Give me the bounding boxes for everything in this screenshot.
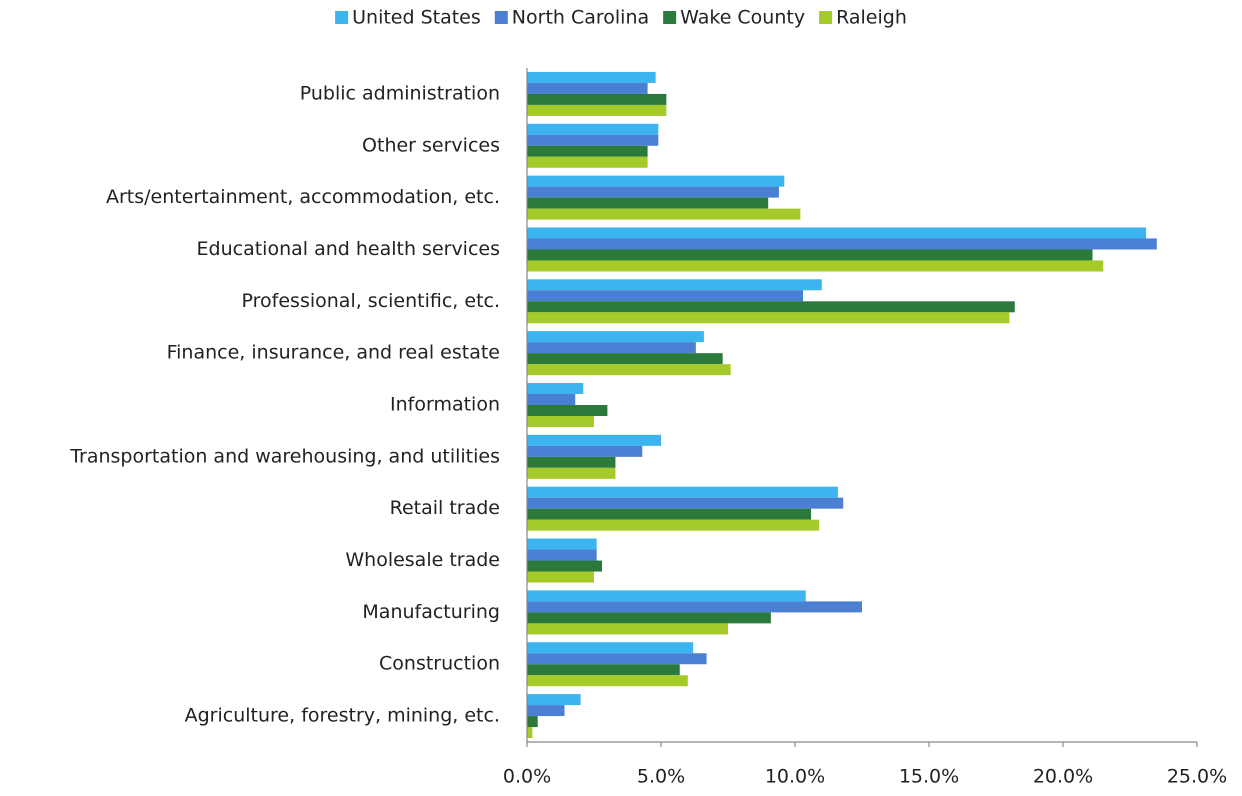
bar bbox=[527, 175, 785, 187]
bar bbox=[527, 123, 659, 135]
x-tick-label: 25.0% bbox=[1167, 766, 1227, 788]
bar bbox=[527, 290, 804, 302]
bar bbox=[527, 197, 769, 209]
bar bbox=[527, 227, 1147, 239]
bar bbox=[527, 145, 648, 157]
bar bbox=[527, 312, 1010, 324]
bar bbox=[527, 560, 603, 572]
bar bbox=[527, 705, 565, 717]
bar bbox=[527, 353, 723, 365]
bar bbox=[527, 260, 1104, 272]
bar bbox=[527, 134, 659, 146]
x-tick-label: 10.0% bbox=[765, 766, 825, 788]
bar bbox=[527, 716, 538, 728]
bar bbox=[527, 301, 1015, 313]
y-tick-label: Other services bbox=[362, 134, 500, 156]
bar bbox=[527, 156, 648, 168]
legend-swatch bbox=[494, 11, 508, 24]
bar bbox=[527, 71, 656, 83]
legend-label: Raleigh bbox=[836, 7, 907, 29]
bar bbox=[527, 445, 643, 457]
y-tick-label: Professional, scientific, etc. bbox=[242, 290, 500, 312]
y-tick-label: Agriculture, forestry, mining, etc. bbox=[185, 705, 500, 727]
bar bbox=[527, 342, 696, 354]
bar bbox=[527, 364, 731, 376]
legend-label: Wake County bbox=[680, 7, 805, 29]
legend-label: United States bbox=[352, 7, 481, 29]
bar bbox=[527, 653, 707, 665]
bar bbox=[527, 416, 594, 427]
bar bbox=[527, 571, 594, 583]
legend-swatch bbox=[335, 11, 349, 24]
bar bbox=[527, 405, 608, 416]
y-tick-label: Educational and health services bbox=[197, 238, 500, 260]
bar bbox=[527, 434, 661, 446]
bar bbox=[527, 383, 584, 394]
y-tick-label: Construction bbox=[379, 653, 500, 675]
bar bbox=[527, 519, 820, 531]
y-tick-label: Transportation and warehousing, and util… bbox=[69, 445, 500, 467]
bar bbox=[527, 497, 844, 509]
x-tick-label: 20.0% bbox=[1033, 766, 1093, 788]
bar bbox=[527, 727, 533, 739]
bar bbox=[527, 93, 667, 105]
bar bbox=[527, 623, 728, 635]
legend-label: North Carolina bbox=[512, 7, 649, 29]
bar bbox=[527, 467, 616, 479]
bar bbox=[527, 82, 648, 94]
bar bbox=[527, 279, 822, 291]
bar bbox=[527, 238, 1157, 250]
y-tick-label: Retail trade bbox=[390, 497, 500, 519]
bar bbox=[527, 612, 771, 624]
bar bbox=[527, 538, 597, 550]
legend-swatch bbox=[819, 11, 833, 24]
bar bbox=[527, 249, 1093, 261]
y-tick-label: Wholesale trade bbox=[345, 549, 500, 571]
bar bbox=[527, 601, 862, 613]
bar bbox=[527, 590, 806, 602]
bar bbox=[527, 394, 576, 405]
bar bbox=[527, 664, 680, 676]
bar bbox=[527, 186, 779, 198]
legend-swatch bbox=[663, 11, 677, 24]
x-tick-label: 5.0% bbox=[637, 766, 685, 788]
bar bbox=[527, 456, 616, 468]
y-tick-label: Manufacturing bbox=[362, 601, 500, 623]
bar bbox=[527, 549, 597, 561]
bar bbox=[527, 642, 694, 654]
bar bbox=[527, 104, 667, 116]
bar bbox=[527, 331, 704, 343]
bar bbox=[527, 486, 838, 498]
x-tick-label: 0.0% bbox=[503, 766, 551, 788]
bar bbox=[527, 508, 812, 520]
bar bbox=[527, 694, 581, 706]
bar bbox=[527, 675, 688, 687]
y-tick-label: Information bbox=[390, 394, 500, 416]
legend: United States North Carolina Wake County Ra… bbox=[335, 7, 907, 29]
y-tick-label: Public administration bbox=[300, 82, 500, 104]
y-tick-label: Finance, insurance, and real estate bbox=[167, 342, 500, 364]
bar bbox=[527, 208, 801, 220]
y-tick-label: Arts/entertainment, accommodation, etc. bbox=[106, 186, 500, 208]
x-tick-label: 15.0% bbox=[899, 766, 959, 788]
